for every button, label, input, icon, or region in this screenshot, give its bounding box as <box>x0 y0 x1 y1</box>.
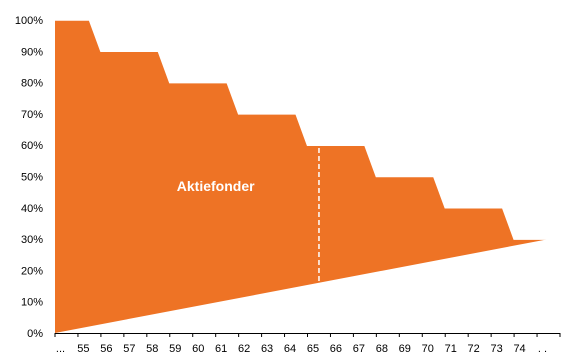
x-tick-label: 66 <box>330 343 342 354</box>
x-tick-label: 63 <box>261 343 273 354</box>
x-tick-label: 60 <box>192 343 204 354</box>
x-tick-label: 64 <box>284 343 296 354</box>
y-tick-label: 50% <box>21 172 43 184</box>
x-tick-label: 65 <box>307 343 319 354</box>
x-tick-label: ... <box>56 343 65 354</box>
x-tick-label: 58 <box>146 343 158 354</box>
x-tick-label: 69 <box>399 343 411 354</box>
x-tick-label: 57 <box>123 343 135 354</box>
x-tick-label: 70 <box>422 343 434 354</box>
y-tick-label: 30% <box>21 234 43 246</box>
x-tick-label: 67 <box>353 343 365 354</box>
plot-areas <box>55 19 549 333</box>
y-tick-label: 70% <box>21 109 43 121</box>
x-tick-label: 55 <box>77 343 89 354</box>
y-tick-label: 10% <box>21 297 43 309</box>
y-tick-label: 0% <box>27 328 43 340</box>
region-label: Räntefonder <box>404 56 487 72</box>
x-tick-label: 73 <box>490 343 502 354</box>
y-tick-label: 80% <box>21 78 43 90</box>
x-tick-label: 72 <box>468 343 480 354</box>
x-tick-label: 56 <box>100 343 112 354</box>
y-tick-label: 90% <box>21 46 43 58</box>
y-axis: 0% 10% 20% 30% 40% 50% 60% 70% 80% 90% 100% <box>15 15 43 340</box>
series-boundary-line <box>55 19 549 240</box>
y-tick-label: 100% <box>15 15 43 27</box>
x-tick-label: 71 <box>445 343 457 354</box>
y-tick-label: 40% <box>21 203 43 215</box>
x-tick-label: 59 <box>169 343 181 354</box>
area-series-aktiefonder <box>55 20 549 333</box>
x-tick-label: 62 <box>238 343 250 354</box>
y-tick-label: 20% <box>21 265 43 277</box>
x-tick-label: . . <box>538 343 547 354</box>
x-tick-label: 61 <box>215 343 227 354</box>
x-tick-label: 68 <box>376 343 388 354</box>
x-axis: ... 55 56 57 58 59 60 61 62 63 64 65 66 67 68 69 70 71 72 7… <box>54 333 561 354</box>
y-tick-label: 60% <box>21 140 43 152</box>
annotations: Aktiefonder Räntefonder <box>177 56 487 194</box>
x-tick-label: 74 <box>513 343 525 354</box>
region-label: Aktiefonder <box>177 178 255 194</box>
